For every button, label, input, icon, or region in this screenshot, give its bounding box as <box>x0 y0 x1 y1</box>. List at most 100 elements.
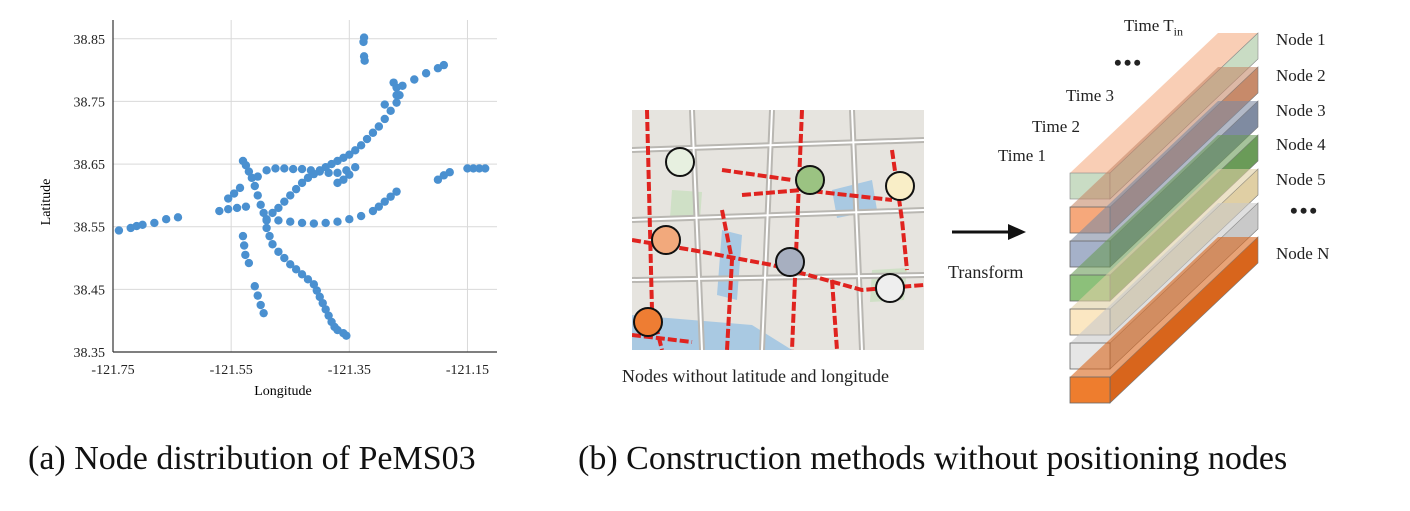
map-node-6 <box>875 273 905 303</box>
x-tick-label: -121.15 <box>446 363 489 378</box>
scatter-point <box>224 194 233 203</box>
time-band <box>1070 33 1258 173</box>
scatter-point <box>288 164 298 174</box>
scatter-point <box>345 170 354 179</box>
scatter-point <box>392 90 401 100</box>
scatter-point <box>368 128 378 137</box>
scatter-point <box>241 250 250 260</box>
x-axis-label: Longitude <box>254 384 312 399</box>
map-node-7 <box>633 307 663 337</box>
scatter-point <box>253 291 262 300</box>
map-node-4 <box>651 225 681 255</box>
scatter-point <box>229 189 239 198</box>
scatter-point <box>303 275 313 284</box>
scatter-point <box>463 164 472 173</box>
scatter-point <box>410 75 419 84</box>
scatter-point <box>356 141 366 150</box>
scatter-point <box>339 175 348 184</box>
scatter-point <box>241 202 251 211</box>
layer-top-4 <box>1070 135 1258 275</box>
y-tick-label: 38.75 <box>74 95 106 110</box>
layer-top-5 <box>1070 169 1258 309</box>
map-node-1 <box>665 147 695 177</box>
scatter-point <box>360 56 369 65</box>
scatter-point <box>232 203 242 213</box>
scatter-point <box>241 161 251 170</box>
node-label-4: Node 4 <box>1276 135 1326 154</box>
x-tick-label: -121.75 <box>91 363 134 378</box>
scatter-point <box>398 81 407 90</box>
scatter-point <box>268 240 277 249</box>
scatter-point <box>250 282 259 291</box>
layer-front-7 <box>1069 376 1111 404</box>
scatter-point <box>380 100 389 109</box>
scatter-point <box>386 192 395 201</box>
scatter-point <box>342 331 351 340</box>
y-tick-label: 38.55 <box>74 221 106 236</box>
time-label-tin-sub: in <box>1173 24 1183 39</box>
scatter-point <box>324 311 333 320</box>
time-ellipsis: ••• <box>1114 50 1144 75</box>
time-label-tin-text: Time T <box>1124 16 1174 35</box>
y-tick-label: 38.85 <box>74 33 106 48</box>
caption-b: (b) Construction methods without positio… <box>578 440 1288 477</box>
scatter-point <box>253 172 262 181</box>
scatter-point <box>268 208 277 218</box>
x-tick-label: -121.35 <box>328 363 371 378</box>
scatter-point <box>392 98 401 107</box>
scatter-point <box>235 183 245 193</box>
scatter-point <box>286 217 295 226</box>
scatter-point <box>262 223 271 233</box>
scatter-point <box>351 163 360 172</box>
scatter-point <box>392 187 401 196</box>
scatter-point <box>274 216 283 225</box>
scatter-point <box>259 308 268 318</box>
scatter-point <box>291 265 301 274</box>
scatter-point <box>291 184 301 194</box>
scatter-point <box>309 280 319 289</box>
scatter-point <box>362 134 372 144</box>
scatter-point <box>262 166 271 175</box>
scatter-point <box>253 191 262 200</box>
scatter-point <box>150 218 159 228</box>
scatter-point <box>297 270 307 279</box>
scatter-point <box>262 215 271 224</box>
layer-top-2 <box>1070 67 1258 207</box>
transform-label: Transform <box>948 262 1024 282</box>
scatter-point <box>351 146 360 155</box>
scatter-point <box>280 164 289 173</box>
scatter-point <box>244 167 254 176</box>
node-time-stack <box>1069 32 1259 404</box>
scatter-point <box>333 168 342 178</box>
map-node-3 <box>885 171 915 201</box>
scatter-point <box>274 247 283 256</box>
scatter-point <box>356 211 366 221</box>
time-label-1: Time 1 <box>998 146 1047 165</box>
y-tick-label: 38.35 <box>74 346 106 361</box>
scatter-point <box>239 241 249 250</box>
x-tick-label: -121.55 <box>210 363 253 378</box>
scatter-point <box>445 168 454 177</box>
chart-ticks: -121.75 -121.55 -121.35 -121.15 38.35 38.45 38… <box>74 33 490 378</box>
scatter-point <box>345 150 354 159</box>
scatter-point <box>244 258 254 268</box>
transform-arrow <box>952 224 1026 240</box>
map-roads <box>632 110 924 350</box>
road-map <box>632 110 924 350</box>
y-tick-label: 38.45 <box>74 283 106 298</box>
scatter-chart: -121.75 -121.55 -121.35 -121.15 38.35 38.45 38… <box>39 20 497 399</box>
layer-top-3 <box>1070 101 1258 241</box>
scatter-point <box>475 164 484 173</box>
node-label-n: Node N <box>1276 244 1330 263</box>
scatter-point <box>315 292 324 302</box>
scatter-point <box>297 164 307 174</box>
scatter-point <box>138 220 147 230</box>
scatter-point <box>318 298 327 308</box>
chart-points <box>114 33 490 340</box>
chart-grid <box>112 20 497 352</box>
scatter-point <box>345 215 354 224</box>
scatter-point <box>256 200 265 209</box>
time-label-2: Time 2 <box>1032 117 1081 136</box>
scatter-point <box>480 164 490 173</box>
scatter-point <box>265 231 274 241</box>
